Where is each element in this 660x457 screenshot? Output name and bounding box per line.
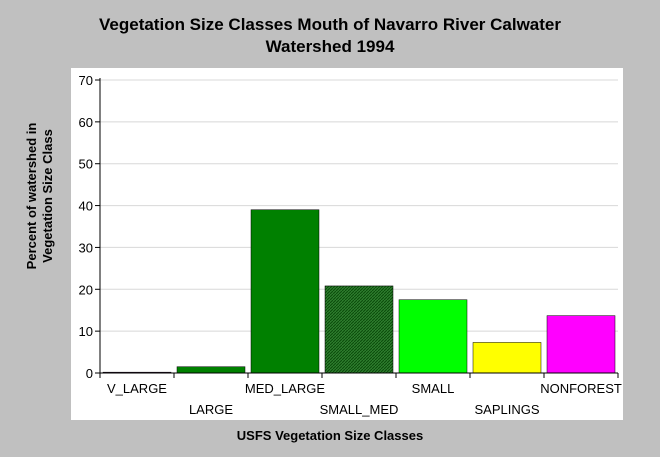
y-tick-label: 70	[79, 73, 93, 88]
x-tick-label: MED_LARGE	[245, 381, 326, 396]
y-tick-label: 0	[86, 366, 93, 381]
chart-title: Vegetation Size Classes Mouth of Navarro…	[0, 14, 660, 58]
chart-title-line1: Vegetation Size Classes Mouth of Navarro…	[99, 15, 561, 34]
bar-small	[398, 299, 468, 374]
y-tick-label: 50	[79, 157, 93, 172]
x-tick-label: SMALL_MED	[320, 402, 399, 417]
bar-small-med	[324, 285, 394, 374]
y-tick-label: 30	[79, 240, 93, 255]
x-axis-label: USFS Vegetation Size Classes	[236, 428, 424, 443]
bar-large	[176, 366, 246, 374]
bar-med-large	[250, 209, 320, 374]
x-tick-label: NONFOREST	[540, 381, 622, 396]
x-tick-label: LARGE	[189, 402, 233, 417]
x-tick-label: V_LARGE	[107, 381, 167, 396]
y-tick-label: 20	[79, 282, 93, 297]
bar-saplings	[472, 342, 542, 374]
chart-title-line2: Watershed 1994	[265, 37, 395, 56]
y-tick-label: 60	[79, 115, 93, 130]
x-tick-label: SAPLINGS	[474, 402, 539, 417]
y-tick-label: 40	[79, 199, 93, 214]
y-tick-label: 10	[79, 324, 93, 339]
x-tick-label: SMALL	[412, 381, 455, 396]
bar-nonforest	[546, 315, 616, 374]
